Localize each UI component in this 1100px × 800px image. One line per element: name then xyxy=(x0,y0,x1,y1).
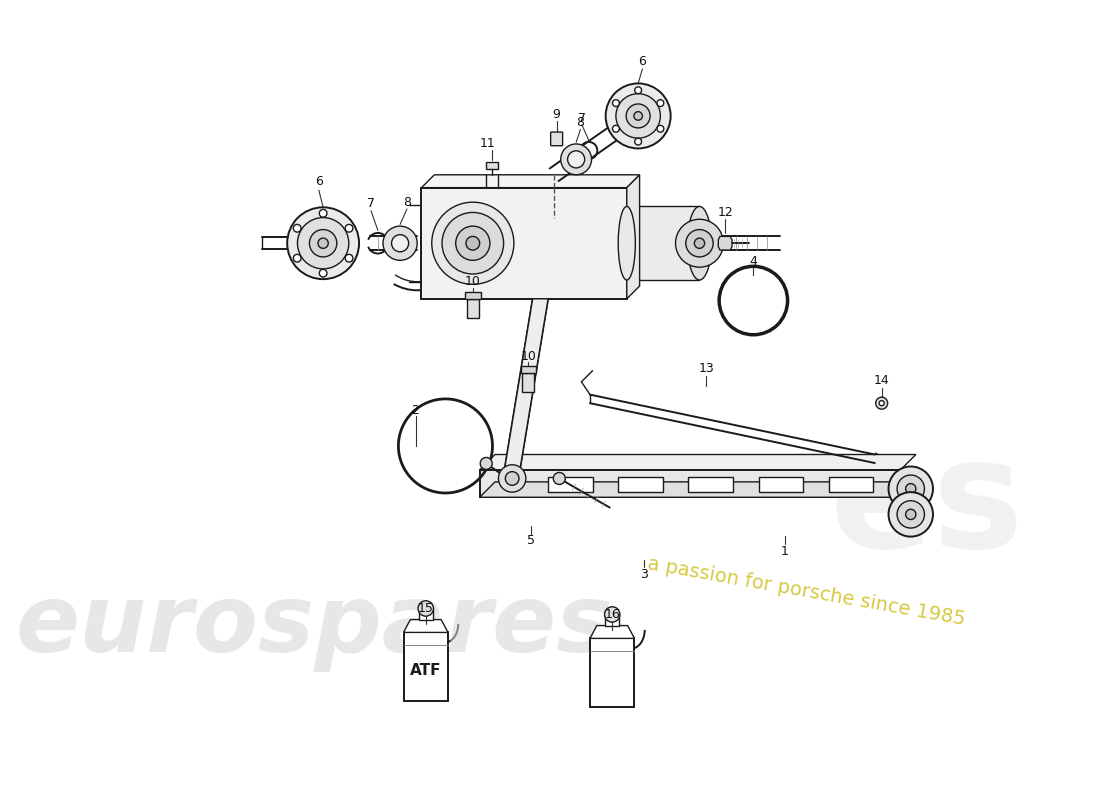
Polygon shape xyxy=(421,188,627,299)
Circle shape xyxy=(561,144,592,174)
Text: 9: 9 xyxy=(552,107,561,121)
Circle shape xyxy=(616,94,660,138)
Text: 5: 5 xyxy=(527,534,535,547)
Polygon shape xyxy=(466,299,478,318)
Ellipse shape xyxy=(688,206,712,280)
Text: es: es xyxy=(829,431,1023,580)
Circle shape xyxy=(657,126,663,132)
Text: 6: 6 xyxy=(315,175,322,188)
Circle shape xyxy=(675,219,724,267)
Text: 10: 10 xyxy=(465,275,481,288)
Circle shape xyxy=(606,83,671,149)
Text: 3: 3 xyxy=(640,568,648,581)
Circle shape xyxy=(319,270,327,277)
Circle shape xyxy=(889,466,933,511)
Circle shape xyxy=(383,226,417,260)
Circle shape xyxy=(898,501,924,528)
Circle shape xyxy=(442,213,504,274)
Polygon shape xyxy=(505,299,548,470)
Circle shape xyxy=(498,465,526,492)
Circle shape xyxy=(626,104,650,128)
Circle shape xyxy=(685,230,713,257)
Circle shape xyxy=(694,238,705,248)
Polygon shape xyxy=(419,609,432,619)
Circle shape xyxy=(889,492,933,537)
Text: 4: 4 xyxy=(749,254,757,268)
Circle shape xyxy=(392,234,409,252)
Circle shape xyxy=(345,225,353,232)
Polygon shape xyxy=(590,626,635,638)
Circle shape xyxy=(505,472,519,486)
Circle shape xyxy=(879,401,884,406)
Polygon shape xyxy=(627,175,639,299)
Polygon shape xyxy=(605,614,619,626)
Circle shape xyxy=(657,100,663,106)
Circle shape xyxy=(635,87,641,94)
Circle shape xyxy=(898,475,924,502)
Text: 12: 12 xyxy=(717,206,733,219)
Polygon shape xyxy=(465,292,481,299)
FancyBboxPatch shape xyxy=(551,132,562,146)
Circle shape xyxy=(345,254,353,262)
Text: eurospares: eurospares xyxy=(15,579,614,671)
Text: 11: 11 xyxy=(480,137,495,150)
Text: ATF: ATF xyxy=(410,663,441,678)
Circle shape xyxy=(432,202,514,284)
Polygon shape xyxy=(520,366,536,374)
Text: 8: 8 xyxy=(576,116,584,129)
Circle shape xyxy=(481,458,492,470)
Circle shape xyxy=(635,138,641,145)
Text: 7: 7 xyxy=(367,197,375,210)
Circle shape xyxy=(876,397,888,409)
Circle shape xyxy=(553,473,565,485)
Polygon shape xyxy=(627,206,700,280)
Circle shape xyxy=(287,207,359,279)
Circle shape xyxy=(318,238,328,248)
Circle shape xyxy=(613,126,619,132)
Text: 15: 15 xyxy=(418,602,433,615)
Text: 14: 14 xyxy=(873,374,890,387)
Circle shape xyxy=(319,210,327,217)
Polygon shape xyxy=(404,619,448,633)
Circle shape xyxy=(294,254,301,262)
Polygon shape xyxy=(689,477,733,492)
Polygon shape xyxy=(759,477,803,492)
Circle shape xyxy=(297,218,349,269)
Circle shape xyxy=(568,150,585,168)
Polygon shape xyxy=(590,638,635,707)
Polygon shape xyxy=(828,477,873,492)
Ellipse shape xyxy=(618,206,636,280)
Circle shape xyxy=(294,225,301,232)
Circle shape xyxy=(905,510,916,519)
Circle shape xyxy=(613,100,619,106)
Circle shape xyxy=(605,606,620,622)
Text: 8: 8 xyxy=(403,196,411,209)
Text: 1: 1 xyxy=(781,545,789,558)
Polygon shape xyxy=(485,162,497,169)
Text: a passion for porsche since 1985: a passion for porsche since 1985 xyxy=(646,554,967,629)
Polygon shape xyxy=(421,175,639,188)
Polygon shape xyxy=(618,477,662,492)
Circle shape xyxy=(466,236,480,250)
Polygon shape xyxy=(480,482,916,498)
Polygon shape xyxy=(718,236,732,250)
Polygon shape xyxy=(480,454,916,470)
Circle shape xyxy=(634,112,642,120)
Text: 10: 10 xyxy=(520,350,537,362)
Circle shape xyxy=(418,601,433,616)
Text: 7: 7 xyxy=(578,111,586,125)
Circle shape xyxy=(905,483,916,494)
Text: 2: 2 xyxy=(411,403,419,417)
Polygon shape xyxy=(404,633,448,701)
Polygon shape xyxy=(480,470,901,498)
Polygon shape xyxy=(522,374,535,392)
Polygon shape xyxy=(548,477,593,492)
Text: 6: 6 xyxy=(638,54,647,68)
Circle shape xyxy=(455,226,490,260)
Circle shape xyxy=(309,230,337,257)
Text: 16: 16 xyxy=(604,608,620,621)
Text: 13: 13 xyxy=(698,362,714,375)
